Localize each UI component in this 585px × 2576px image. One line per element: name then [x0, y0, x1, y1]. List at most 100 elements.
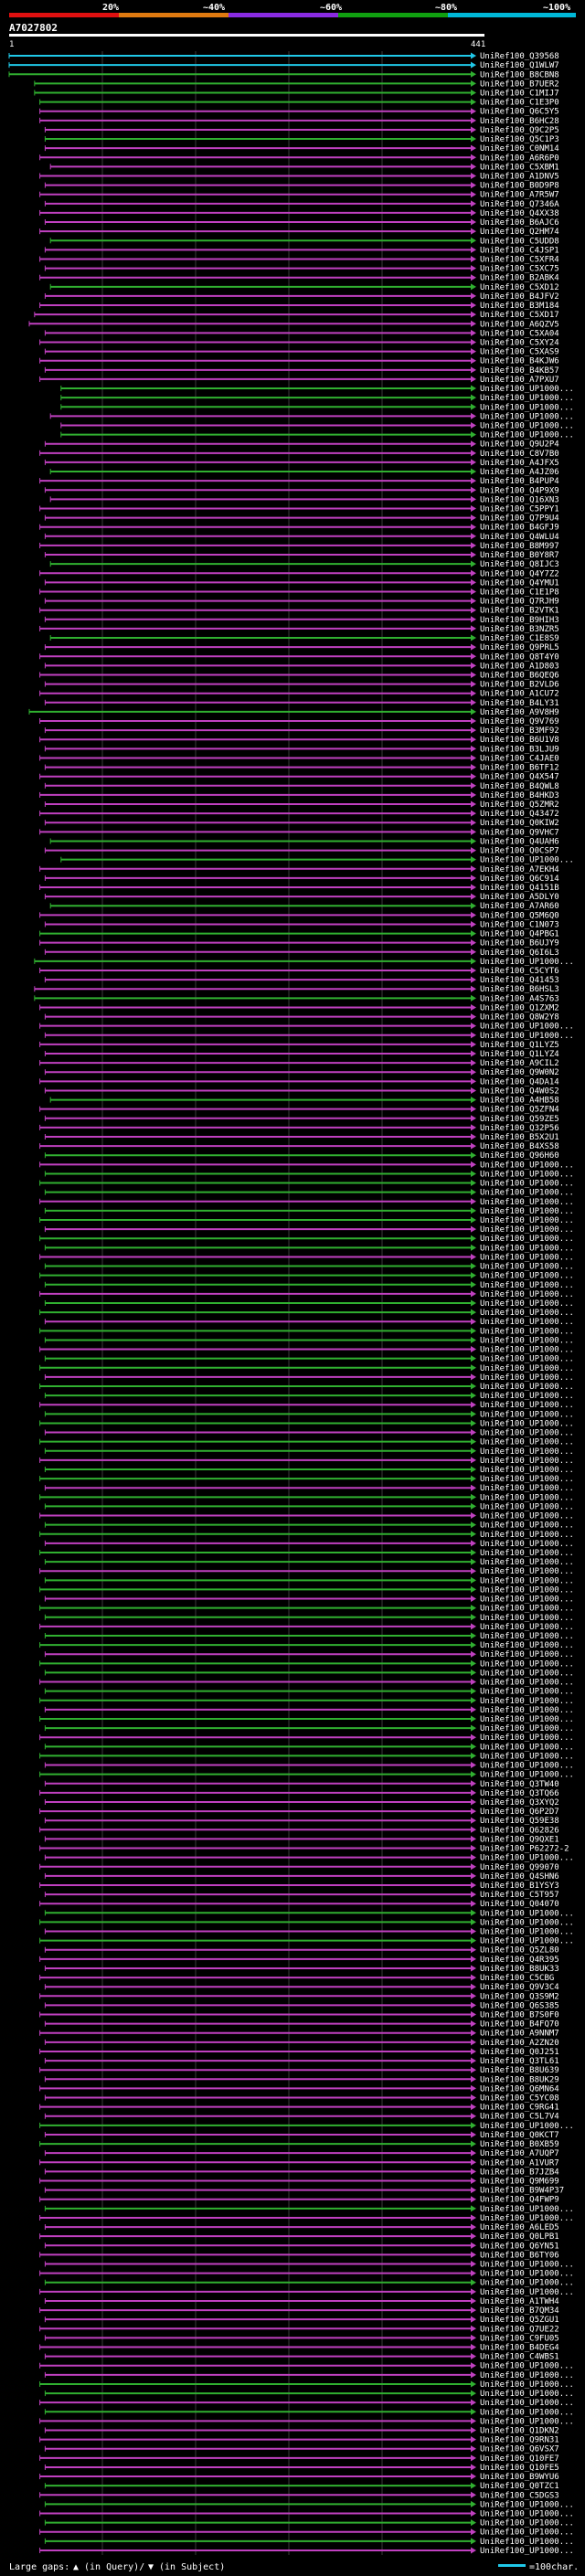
- hit-row[interactable]: UniRef100_Q0KIW2: [44, 819, 559, 828]
- hit-row[interactable]: UniRef100_B5X2U1: [44, 1133, 559, 1142]
- hit-row[interactable]: UniRef100_B3MF92: [44, 726, 559, 736]
- hit-label[interactable]: UniRef100_Q3XYQ2: [480, 1798, 559, 1807]
- hit-label[interactable]: UniRef100_Q6YN51: [480, 2242, 559, 2251]
- hit-row[interactable]: UniRef100_UP1000...: [44, 1540, 574, 1549]
- hit-row[interactable]: UniRef100_UP1000...: [44, 1410, 574, 1419]
- hit-label[interactable]: UniRef100_B1YSY3: [480, 1882, 559, 1891]
- hit-row[interactable]: UniRef100_B8CBN8: [8, 70, 559, 80]
- hit-label[interactable]: UniRef100_UP1000...: [480, 1161, 574, 1170]
- hit-label[interactable]: UniRef100_A1TWH4: [480, 2297, 559, 2306]
- hit-row[interactable]: UniRef100_UP1000...: [39, 1364, 574, 1373]
- hit-row[interactable]: UniRef100_A1CU72: [39, 690, 559, 699]
- hit-label[interactable]: UniRef100_Q5ZL80: [480, 1946, 559, 1956]
- hit-label[interactable]: UniRef100_Q4W0S2: [480, 1087, 559, 1096]
- hit-row[interactable]: UniRef100_UP1000...: [60, 394, 574, 403]
- hit-row[interactable]: UniRef100_UP1000...: [39, 1697, 574, 1706]
- hit-label[interactable]: UniRef100_B4KJW6: [480, 357, 559, 366]
- hit-row[interactable]: UniRef100_UP1000...: [39, 2122, 574, 2131]
- hit-row[interactable]: UniRef100_UP1000...: [44, 1854, 574, 1863]
- hit-row[interactable]: UniRef100_Q3TL61: [44, 2057, 559, 2066]
- hit-label[interactable]: UniRef100_A4S763: [480, 994, 559, 1003]
- hit-row[interactable]: UniRef100_UP1000...: [39, 1531, 574, 1540]
- hit-row[interactable]: UniRef100_Q6I6L3: [44, 949, 559, 958]
- hit-row[interactable]: UniRef100_UP1000...: [60, 403, 574, 412]
- hit-label[interactable]: UniRef100_Q0TZC1: [480, 2482, 559, 2491]
- hit-row[interactable]: UniRef100_Q59E38: [44, 1817, 559, 1826]
- hit-label[interactable]: UniRef100_C1MIJ7: [480, 89, 559, 98]
- hit-label[interactable]: UniRef100_UP1000...: [480, 2417, 574, 2426]
- hit-label[interactable]: UniRef100_UP1000...: [480, 1752, 574, 1761]
- hit-row[interactable]: UniRef100_Q5ZMR2: [44, 800, 559, 810]
- hit-label[interactable]: UniRef100_Q8T4Y0: [480, 652, 559, 662]
- hit-label[interactable]: UniRef100_B3LJU9: [480, 745, 559, 754]
- hit-label[interactable]: UniRef100_C1E8S9: [480, 634, 559, 643]
- hit-label[interactable]: UniRef100_UP1000...: [480, 856, 574, 865]
- hit-label[interactable]: UniRef100_Q32P56: [480, 1124, 559, 1133]
- hit-label[interactable]: UniRef100_Q4SHN6: [480, 1872, 559, 1882]
- hit-row[interactable]: UniRef100_Q4Y7Z2: [39, 569, 559, 578]
- hit-row[interactable]: UniRef100_Q9W0N2: [44, 1068, 559, 1077]
- hit-label[interactable]: UniRef100_A4HB58: [480, 1097, 559, 1106]
- hit-row[interactable]: UniRef100_Q7P9U4: [44, 514, 559, 524]
- hit-row[interactable]: UniRef100_Q4P9X9: [44, 486, 559, 495]
- hit-row[interactable]: UniRef100_UP1000...: [44, 2205, 574, 2214]
- hit-label[interactable]: UniRef100_B2VTK1: [480, 607, 559, 616]
- hit-row[interactable]: UniRef100_UP1000...: [44, 1392, 574, 1401]
- hit-label[interactable]: UniRef100_UP1000...: [480, 1032, 574, 1041]
- hit-row[interactable]: UniRef100_UP1000...: [44, 1373, 574, 1383]
- hit-label[interactable]: UniRef100_B4HKD3: [480, 791, 559, 800]
- hit-row[interactable]: UniRef100_A4S763: [34, 994, 559, 1003]
- hit-row[interactable]: UniRef100_UP1000...: [39, 1419, 574, 1428]
- hit-label[interactable]: UniRef100_Q10FE5: [480, 2464, 559, 2473]
- hit-row[interactable]: UniRef100_C5XD17: [34, 311, 559, 320]
- hit-row[interactable]: UniRef100_Q7346A: [44, 200, 559, 209]
- hit-label[interactable]: UniRef100_B4FQ70: [480, 2020, 559, 2030]
- hit-row[interactable]: UniRef100_Q0TZC1: [44, 2482, 559, 2491]
- hit-row[interactable]: UniRef100_A4JFX5: [44, 459, 559, 468]
- hit-label[interactable]: UniRef100_UP1000...: [480, 1299, 574, 1309]
- hit-label[interactable]: UniRef100_Q4WLU4: [480, 533, 559, 542]
- hit-label[interactable]: UniRef100_Q6VSX7: [480, 2445, 559, 2454]
- hit-row[interactable]: UniRef100_UP1000...: [39, 1216, 574, 1225]
- hit-label[interactable]: UniRef100_UP1000...: [480, 1531, 574, 1540]
- hit-label[interactable]: UniRef100_UP1000...: [480, 385, 574, 394]
- hit-row[interactable]: UniRef100_B9HIH3: [44, 616, 559, 625]
- hit-row[interactable]: UniRef100_Q0LPB1: [39, 2232, 559, 2242]
- hit-label[interactable]: UniRef100_A2ZN20: [480, 2039, 559, 2048]
- hit-row[interactable]: UniRef100_UP1000...: [60, 421, 574, 430]
- hit-label[interactable]: UniRef100_UP1000...: [480, 1207, 574, 1216]
- hit-label[interactable]: UniRef100_Q7346A: [480, 200, 559, 209]
- hit-row[interactable]: UniRef100_Q8IJC3: [49, 560, 559, 569]
- hit-label[interactable]: UniRef100_Q39568: [480, 52, 559, 61]
- hit-row[interactable]: UniRef100_UP1000...: [39, 1438, 574, 1447]
- hit-row[interactable]: UniRef100_UP1000...: [39, 1383, 574, 1392]
- hit-label[interactable]: UniRef100_UP1000...: [480, 1623, 574, 1632]
- hit-row[interactable]: UniRef100_Q6S385: [44, 2001, 559, 2010]
- hit-row[interactable]: UniRef100_B7JZB4: [44, 2168, 559, 2177]
- hit-row[interactable]: UniRef100_UP1000...: [39, 1752, 574, 1761]
- hit-row[interactable]: UniRef100_B8UK33: [44, 1965, 559, 1974]
- hit-row[interactable]: UniRef100_UP1000...: [44, 1650, 574, 1659]
- hit-label[interactable]: UniRef100_UP1000...: [480, 1327, 574, 1336]
- hit-row[interactable]: UniRef100_Q62826: [39, 1826, 559, 1835]
- hit-row[interactable]: UniRef100_C5CBG: [39, 1974, 555, 1983]
- hit-row[interactable]: UniRef100_Q2HM74: [39, 228, 559, 237]
- hit-row[interactable]: UniRef100_B6TY06: [39, 2251, 559, 2260]
- hit-label[interactable]: UniRef100_A7PXU7: [480, 376, 559, 385]
- hit-row[interactable]: UniRef100_UP1000...: [44, 2500, 574, 2509]
- hit-row[interactable]: UniRef100_UP1000...: [44, 1909, 574, 1918]
- hit-label[interactable]: UniRef100_A6QZV5: [480, 320, 559, 329]
- hit-row[interactable]: UniRef100_UP1000...: [44, 2279, 574, 2288]
- hit-row[interactable]: UniRef100_UP1000...: [39, 1585, 574, 1595]
- hit-label[interactable]: UniRef100_UP1000...: [480, 1180, 574, 1189]
- hit-row[interactable]: UniRef100_UP1000...: [39, 2510, 574, 2519]
- hit-row[interactable]: UniRef100_UP1000...: [39, 1641, 574, 1650]
- hit-label[interactable]: UniRef100_B2ABK4: [480, 274, 559, 283]
- hit-label[interactable]: UniRef100_B9WYU6: [480, 2473, 559, 2482]
- hit-row[interactable]: UniRef100_UP1000...: [44, 1632, 574, 1641]
- hit-label[interactable]: UniRef100_C1E1P8: [480, 588, 559, 597]
- hit-row[interactable]: UniRef100_UP1000...: [44, 1466, 574, 1475]
- hit-label[interactable]: UniRef100_A4JZ06: [480, 468, 559, 477]
- hit-row[interactable]: UniRef100_B3NZR5: [39, 625, 559, 634]
- hit-row[interactable]: UniRef100_UP1000...: [44, 1299, 574, 1309]
